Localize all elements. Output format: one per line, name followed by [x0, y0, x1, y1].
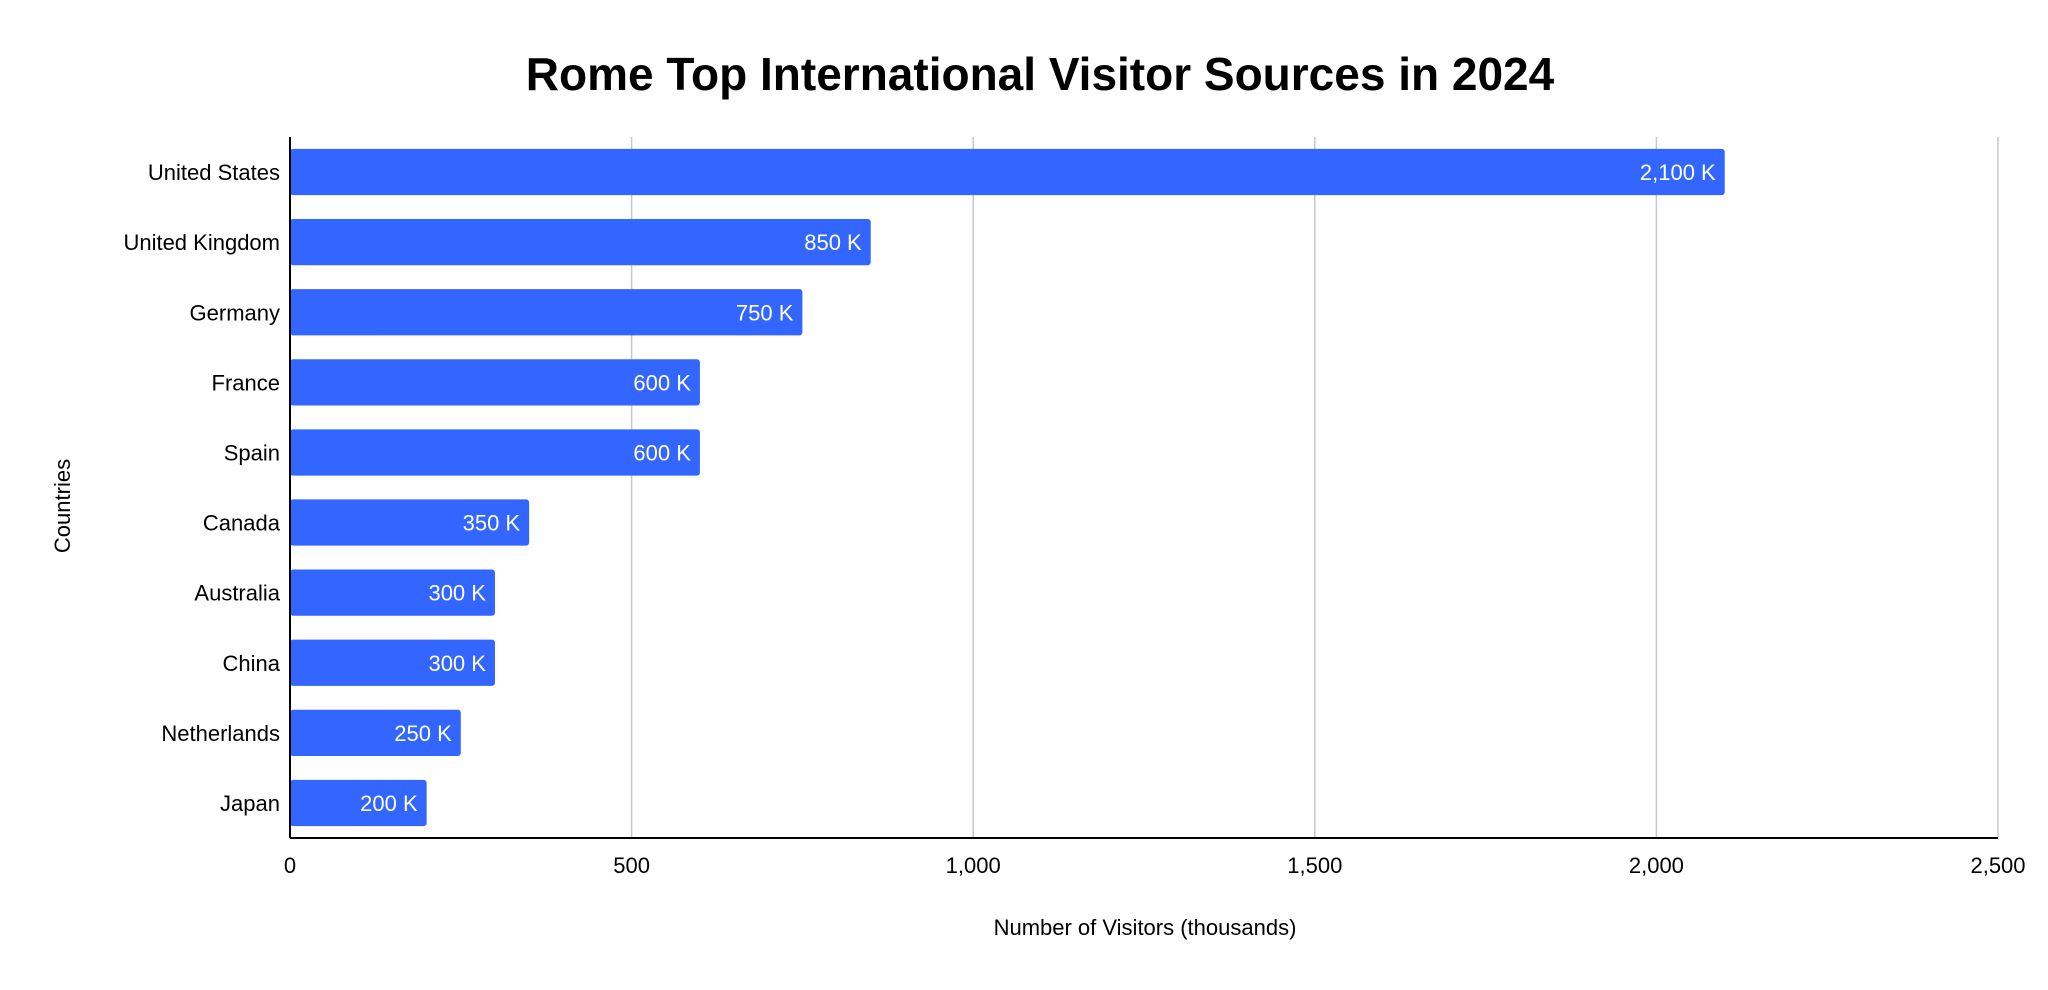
bar [290, 148, 1725, 196]
y-tick-labels: United States United Kingdom Germany France… [123, 160, 280, 816]
x-tick-label: 2,500 [1970, 853, 2025, 878]
bar [290, 219, 871, 266]
bar [290, 639, 495, 686]
y-tick-label: France [212, 370, 280, 395]
bar [290, 289, 803, 336]
bar [290, 779, 427, 827]
y-tick-label: China [223, 651, 281, 676]
data-label: 2,100 K [1640, 160, 1716, 185]
data-label: 300 K [428, 651, 486, 676]
bar [290, 499, 530, 546]
x-axis-label: Number of Visitors (thousands) [994, 915, 1297, 940]
x-tick-labels: 0 500 1,000 1,500 2,000 2,500 [284, 853, 2026, 878]
y-tick-label: Germany [190, 300, 280, 325]
x-tick-label: 500 [613, 853, 650, 878]
chart-title: Rome Top International Visitor Sources i… [526, 48, 1555, 100]
data-label: 200 K [360, 791, 418, 816]
y-tick-label: Spain [224, 440, 280, 465]
data-label: 600 K [633, 370, 691, 395]
y-tick-label: Canada [203, 511, 281, 536]
data-label: 600 K [633, 440, 691, 465]
y-tick-label: Netherlands [161, 721, 280, 746]
gridlines [630, 137, 1999, 838]
data-label: 850 K [804, 230, 862, 255]
x-tick-label: 2,000 [1629, 853, 1684, 878]
bar [290, 429, 700, 476]
y-tick-label: Australia [194, 581, 280, 606]
data-label: 750 K [736, 300, 794, 325]
x-tick-label: 0 [284, 853, 296, 878]
y-tick-label: United States [148, 160, 280, 185]
bar [290, 569, 495, 616]
bar [290, 359, 700, 406]
data-label: 350 K [463, 511, 521, 536]
data-label: 300 K [428, 581, 486, 606]
y-tick-label: Japan [220, 791, 280, 816]
axes [289, 137, 1998, 839]
x-tick-label: 1,000 [946, 853, 1001, 878]
y-axis-label: Countries [50, 459, 75, 553]
y-tick-label: United Kingdom [123, 230, 280, 255]
x-tick-label: 1,500 [1287, 853, 1342, 878]
bar [290, 709, 461, 756]
bars: 2,100 K 850 K 750 K 600 K 600 K 350 K 300 K 300… [290, 148, 1725, 827]
data-label: 250 K [394, 721, 452, 746]
